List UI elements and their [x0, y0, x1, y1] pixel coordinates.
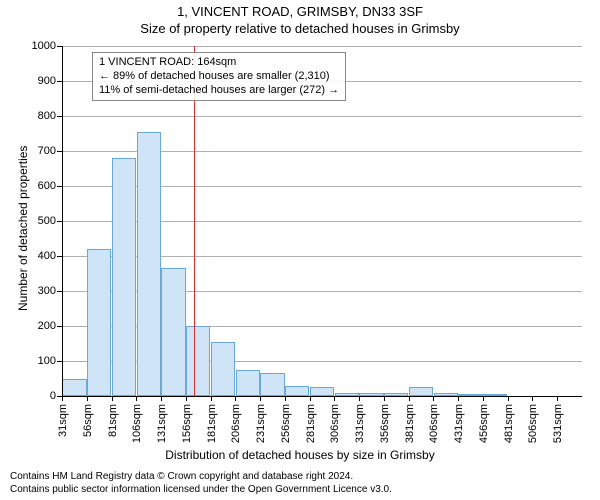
- x-tick-label: 156sqm: [179, 404, 193, 443]
- y-tick-label: 200: [38, 320, 62, 332]
- x-tick-label: 231sqm: [253, 404, 267, 443]
- copyright-text: Contains HM Land Registry data © Crown c…: [10, 471, 392, 496]
- x-tick-label: 506sqm: [525, 404, 539, 443]
- x-tick-label: 281sqm: [303, 404, 317, 443]
- copyright-line-1: Contains HM Land Registry data © Crown c…: [10, 471, 392, 484]
- x-axis-line: [62, 396, 582, 397]
- x-tick-label: 531sqm: [550, 404, 564, 443]
- histogram-bar: [87, 249, 111, 396]
- y-tick-label: 1000: [32, 40, 62, 52]
- histogram-bar: [236, 370, 260, 396]
- histogram-bar: [211, 342, 235, 396]
- x-tick-label: 406sqm: [426, 404, 440, 443]
- histogram-bar: [260, 373, 284, 396]
- histogram-bar: [310, 387, 334, 396]
- y-tick-label: 500: [38, 215, 62, 227]
- x-tick-label: 31sqm: [55, 404, 69, 437]
- x-tick-label: 206sqm: [228, 404, 242, 443]
- figure-container: 1, VINCENT ROAD, GRIMSBY, DN33 3SF Size …: [0, 0, 600, 500]
- annotation-box: 1 VINCENT ROAD: 164sqm← 89% of detached …: [92, 52, 346, 101]
- x-tick-label: 456sqm: [476, 404, 490, 443]
- y-tick-label: 900: [38, 75, 62, 87]
- x-tick-label: 431sqm: [451, 404, 465, 443]
- histogram-bar: [62, 379, 86, 397]
- x-tick-label: 56sqm: [80, 404, 94, 437]
- x-tick-label: 131sqm: [154, 404, 168, 443]
- copyright-line-2: Contains public sector information licen…: [10, 484, 392, 497]
- annotation-line: 11% of semi-detached houses are larger (…: [99, 84, 339, 98]
- x-tick-label: 306sqm: [327, 404, 341, 443]
- y-axis-line: [62, 46, 63, 396]
- gridline: [62, 116, 582, 117]
- y-tick-label: 300: [38, 285, 62, 297]
- histogram-bar: [161, 268, 185, 396]
- histogram-bar: [186, 326, 210, 396]
- x-tick-label: 106sqm: [129, 404, 143, 443]
- x-tick-label: 331sqm: [352, 404, 366, 443]
- x-tick-label: 481sqm: [501, 404, 515, 443]
- y-tick-label: 700: [38, 145, 62, 157]
- x-tick-label: 181sqm: [204, 404, 218, 443]
- x-tick-label: 381sqm: [402, 404, 416, 443]
- histogram-bar: [137, 132, 161, 396]
- y-tick-label: 600: [38, 180, 62, 192]
- x-tick-label: 356sqm: [377, 404, 391, 443]
- y-tick-label: 100: [38, 355, 62, 367]
- y-tick-label: 800: [38, 110, 62, 122]
- y-tick-label: 0: [50, 390, 62, 402]
- x-tick-label: 256sqm: [278, 404, 292, 443]
- histogram-bar: [112, 158, 136, 396]
- x-axis-label: Distribution of detached houses by size …: [0, 448, 600, 462]
- annotation-line: ← 89% of detached houses are smaller (2,…: [99, 70, 339, 84]
- y-axis-label: Number of detached properties: [16, 146, 30, 311]
- annotation-line: 1 VINCENT ROAD: 164sqm: [99, 56, 339, 70]
- plot-area: 0100200300400500600700800900100031sqm56s…: [62, 46, 582, 396]
- histogram-bar: [285, 386, 309, 397]
- gridline: [62, 46, 582, 47]
- chart-area: 0 100 200 300 400 500 600 700 800 900 1000 31sqm 56s…: [0, 0, 600, 500]
- histogram-bar: [409, 387, 433, 396]
- x-tick-label: 81sqm: [105, 404, 119, 437]
- y-tick-label: 400: [38, 250, 62, 262]
